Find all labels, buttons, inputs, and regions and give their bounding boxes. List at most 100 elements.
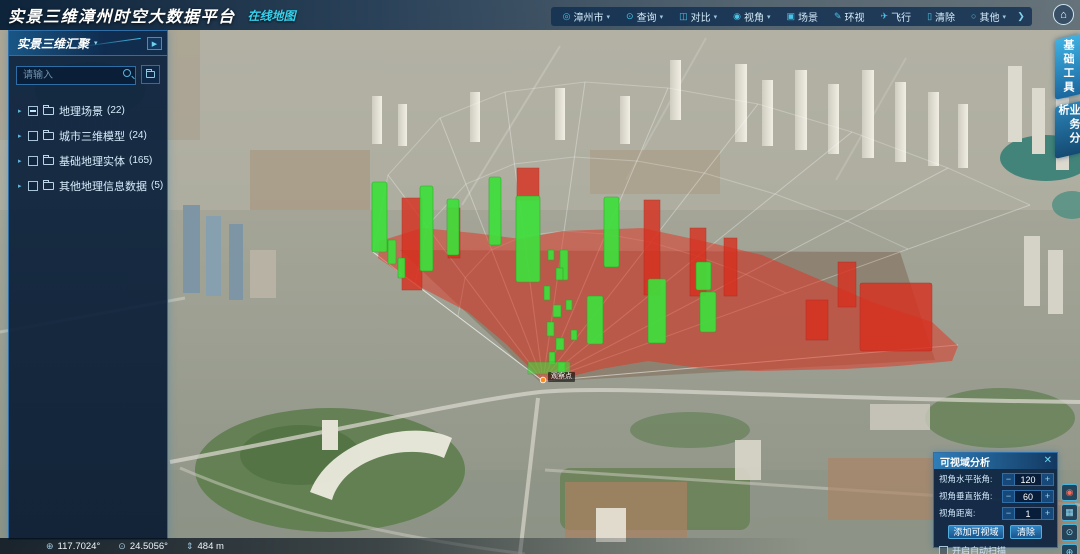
plus-button[interactable]: + bbox=[1041, 489, 1054, 503]
chevron-down-icon[interactable]: ▾ bbox=[94, 40, 98, 47]
chevron-down-icon: ▾ bbox=[1002, 13, 1006, 21]
page-title: 实景三维漳州时空大数据平台 bbox=[8, 9, 236, 26]
tab-basic-tools[interactable]: 基础工具 bbox=[1055, 34, 1080, 100]
folder-icon bbox=[43, 104, 54, 115]
close-icon[interactable]: ✕ bbox=[1043, 455, 1052, 466]
viewshed-panel-titlebar: 可视域分析 ✕ bbox=[934, 453, 1057, 469]
checkbox[interactable] bbox=[28, 155, 38, 166]
tree-item-basic-geo-entity[interactable]: ▸ 基础地理实体 (165) bbox=[18, 154, 153, 168]
home-button[interactable]: ⌂ bbox=[1053, 4, 1074, 25]
layer-panel: 实景三维汇聚 ▾ ▶ ▸ 地理场景 (22) ▸ bbox=[8, 30, 168, 540]
fly-icon: ✈ bbox=[880, 11, 889, 21]
checkbox[interactable] bbox=[28, 130, 38, 141]
expander-icon[interactable]: ▸ bbox=[18, 107, 22, 115]
horizontal-fov-stepper: − 120 + bbox=[1002, 472, 1054, 486]
menubar-collapse-button[interactable]: ❯ bbox=[1014, 7, 1028, 26]
menu-item-city[interactable]: ◎ 漳州市 ▾ bbox=[562, 11, 611, 25]
minus-button[interactable]: − bbox=[1002, 506, 1015, 520]
expander-icon[interactable]: ▸ bbox=[18, 182, 22, 190]
layer-panel-title: 实景三维汇聚 bbox=[17, 36, 90, 51]
expander-icon[interactable]: ▸ bbox=[18, 132, 22, 140]
menu-item-fly[interactable]: ✈ 飞行 bbox=[880, 11, 912, 25]
view-distance-row: 视角距离: − 1 + bbox=[939, 506, 1054, 520]
menu-item-scene[interactable]: ▣ 场景 bbox=[786, 11, 818, 25]
folder-icon bbox=[43, 179, 54, 190]
view-distance-stepper: − 1 + bbox=[1002, 506, 1054, 520]
viewshed-visible-area bbox=[371, 176, 717, 375]
layers-tool-button[interactable]: ▦ bbox=[1061, 504, 1078, 521]
more-icon: ○ bbox=[971, 11, 977, 21]
search-icon[interactable] bbox=[123, 69, 131, 77]
chevron-right-icon: ❯ bbox=[1017, 11, 1025, 21]
compass-tool-button[interactable]: ⊙ bbox=[1061, 524, 1078, 541]
checkbox[interactable] bbox=[28, 180, 38, 191]
folder-icon bbox=[43, 154, 54, 165]
home-icon: ⌂ bbox=[1060, 8, 1067, 21]
compare-icon: ◫ bbox=[679, 11, 688, 21]
altitude-icon: ⇕ bbox=[185, 540, 194, 551]
tree-item-city-3d-model[interactable]: ▸ 城市三维模型 (24) bbox=[18, 129, 147, 143]
chevron-down-icon: ▾ bbox=[606, 13, 611, 21]
search-input[interactable] bbox=[16, 66, 136, 85]
tab-business-analysis[interactable]: 业务分析 bbox=[1055, 101, 1080, 159]
auto-scan-checkbox[interactable] bbox=[939, 546, 948, 554]
chevron-down-icon: ▾ bbox=[766, 13, 771, 21]
viewshed-buttons-row: 添加可视域 清除 bbox=[948, 525, 1051, 539]
chevron-right-icon: ▶ bbox=[151, 40, 158, 48]
location-icon: ◎ bbox=[562, 11, 571, 21]
plus-button[interactable]: + bbox=[1041, 506, 1054, 520]
menu-item-viewangle[interactable]: ◉ 视角 ▾ bbox=[733, 11, 771, 25]
viewangle-icon: ◉ bbox=[733, 11, 741, 21]
viewshed-panel-title: 可视域分析 bbox=[940, 457, 990, 469]
folder-locate-icon bbox=[146, 69, 155, 78]
viewshed-analysis-panel: 可视域分析 ✕ 视角水平张角: − 120 + 视角垂直张角: − 60 + 视… bbox=[933, 452, 1058, 554]
clear-viewshed-button[interactable]: 清除 bbox=[1010, 525, 1042, 539]
tree-item-other-geo-data[interactable]: ▸ 其他地理信息数据 (5) bbox=[18, 179, 164, 193]
auto-scan-label: 开启自动扫描 bbox=[952, 546, 1007, 554]
viewpoint-label: 观察点 bbox=[548, 372, 575, 382]
locate-layer-button[interactable] bbox=[141, 65, 160, 84]
view-distance-value[interactable]: 1 bbox=[1015, 506, 1041, 520]
latitude-readout: ⊙ 24.5056° bbox=[118, 540, 168, 552]
vertical-fov-value[interactable]: 60 bbox=[1015, 489, 1041, 503]
viewpoint-marker[interactable] bbox=[539, 376, 547, 384]
altitude-readout: ⇕ 484 m bbox=[185, 540, 224, 552]
compass-icon: ⊙ bbox=[1065, 527, 1074, 537]
top-menubar: ◎ 漳州市 ▾ ⊙ 查询 ▾ ◫ 对比 ▾ ◉ 视角 ▾ ▣ 场景 bbox=[550, 7, 1032, 26]
online-map-label: 在线地图 bbox=[247, 8, 296, 23]
folder-icon bbox=[43, 129, 54, 140]
status-bar: ⊕ 117.7024° ⊙ 24.5056° ⇕ 484 m bbox=[0, 538, 1080, 554]
locate-tool-button[interactable]: ◉ bbox=[1061, 484, 1078, 501]
menu-item-query[interactable]: ⊙ 查询 ▾ bbox=[626, 11, 664, 25]
latitude-icon: ⊙ bbox=[118, 540, 126, 551]
tree-item-geographic-scene[interactable]: ▸ 地理场景 (22) bbox=[18, 104, 125, 118]
longitude-readout: ⊕ 117.7024° bbox=[46, 540, 101, 552]
layers-icon: ▦ bbox=[1065, 507, 1074, 517]
search-icon: ⊙ bbox=[626, 11, 634, 21]
panel-collapse-button[interactable]: ▶ bbox=[147, 37, 162, 50]
trash-icon: ▯ bbox=[927, 11, 933, 21]
minus-button[interactable]: − bbox=[1002, 489, 1015, 503]
menu-item-compare[interactable]: ◫ 对比 ▾ bbox=[679, 11, 718, 25]
plus-button[interactable]: + bbox=[1041, 472, 1054, 486]
vertical-fov-row: 视角垂直张角: − 60 + bbox=[939, 489, 1054, 503]
scene-icon: ▣ bbox=[786, 11, 795, 21]
layer-search-row bbox=[16, 65, 160, 85]
longitude-globe-icon: ⊕ bbox=[46, 540, 54, 551]
minus-button[interactable]: − bbox=[1002, 472, 1015, 486]
chevron-down-icon: ▾ bbox=[713, 13, 718, 21]
checkbox-mixed[interactable] bbox=[28, 105, 38, 116]
layer-panel-header: 实景三维汇聚 ▾ ▶ bbox=[9, 31, 167, 56]
auto-scan-row[interactable]: 开启自动扫描 bbox=[939, 544, 1057, 554]
menu-item-clear[interactable]: ▯ 清除 bbox=[927, 11, 956, 25]
expander-icon[interactable]: ▸ bbox=[18, 157, 22, 165]
add-viewshed-button[interactable]: 添加可视域 bbox=[948, 525, 1004, 539]
chevron-down-icon: ▾ bbox=[659, 13, 664, 21]
menu-item-roam[interactable]: ✎ 环视 bbox=[834, 11, 865, 25]
locate-dot-icon: ◉ bbox=[1065, 487, 1074, 497]
vertical-fov-stepper: − 60 + bbox=[1002, 489, 1054, 503]
menu-item-more[interactable]: ○ 其他 ▾ bbox=[971, 11, 1006, 25]
horizontal-fov-value[interactable]: 120 bbox=[1015, 472, 1041, 486]
horizontal-fov-row: 视角水平张角: − 120 + bbox=[939, 472, 1054, 486]
